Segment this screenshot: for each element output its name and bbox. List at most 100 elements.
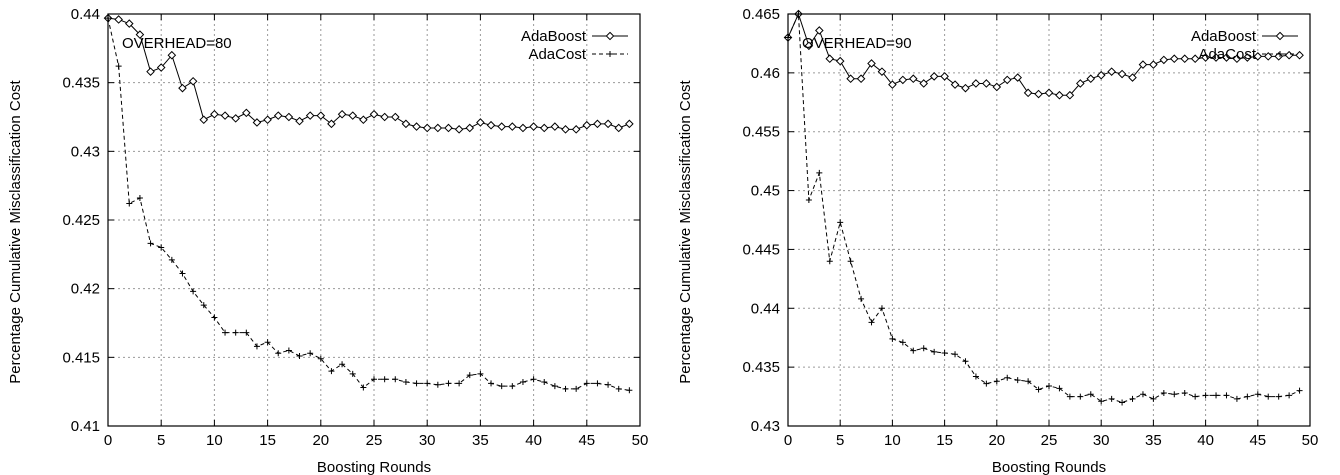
x-tick-label: 30 — [1093, 432, 1110, 449]
data-point-adaboost — [1263, 52, 1273, 61]
data-point-adacost — [1046, 382, 1052, 389]
data-point-adaboost — [908, 74, 918, 84]
data-point-adacost — [1108, 395, 1115, 402]
data-point-adaboost — [539, 123, 549, 133]
data-point-adacost — [434, 381, 441, 388]
data-point-adaboost — [348, 111, 358, 120]
data-point-adaboost — [1128, 73, 1137, 82]
y-tick-label: 0.43 — [751, 418, 780, 435]
data-point-adaboost — [273, 111, 283, 120]
data-point-adaboost — [295, 116, 304, 126]
data-point-adacost — [349, 370, 356, 377]
data-point-adacost — [402, 379, 409, 386]
data-point-adaboost — [401, 119, 411, 129]
data-point-adaboost — [1211, 53, 1221, 62]
data-point-adacost — [1223, 392, 1230, 399]
data-point-adacost — [317, 355, 324, 362]
y-tick-label: 0.42 — [71, 281, 100, 298]
data-point-adaboost — [571, 125, 581, 134]
data-point-adaboost — [444, 123, 453, 133]
x-tick-label: 40 — [1197, 432, 1214, 449]
data-point-adacost — [179, 270, 186, 277]
data-point-adacost — [1025, 378, 1032, 385]
y-tick-label: 0.45 — [751, 183, 780, 200]
axes: 0 5 10 15 20 25 30 35 40 45 50 0.41 0.415 0.42 0.425 0.… — [62, 6, 648, 449]
data-point-adacost — [126, 200, 133, 207]
data-point-adacost — [275, 350, 282, 357]
data-point-adacost — [413, 380, 420, 387]
data-point-adacost — [1119, 399, 1126, 406]
y-tick-label: 0.435 — [742, 359, 780, 376]
data-point-adacost — [1213, 392, 1220, 399]
x-tick-label: 35 — [472, 432, 489, 449]
data-point-adaboost — [422, 123, 432, 133]
y-tick-label: 0.41 — [71, 418, 100, 435]
data-point-adaboost — [305, 111, 315, 120]
data-point-adacost — [190, 288, 197, 295]
x-axis-label: Boosting Rounds — [992, 459, 1106, 475]
data-point-adacost — [285, 347, 292, 354]
data-point-adacost — [1077, 393, 1084, 400]
data-point-adaboost — [614, 123, 624, 133]
data-point-adacost — [509, 383, 516, 390]
data-point-adaboost — [550, 122, 560, 131]
legend-marker-adacost — [607, 51, 613, 57]
data-point-adacost — [115, 63, 122, 70]
data-point-adaboost — [561, 125, 570, 134]
data-point-adaboost — [1222, 53, 1231, 62]
data-point-adaboost — [1180, 54, 1190, 64]
data-point-adaboost — [167, 50, 177, 60]
data-point-adacost — [530, 376, 537, 383]
data-point-adacost — [993, 378, 1000, 385]
data-point-adacost — [551, 383, 558, 390]
data-point-adaboost — [992, 82, 1002, 92]
data-point-adaboost — [877, 67, 887, 76]
x-tick-label: 15 — [259, 432, 276, 449]
legend-label-adaboost: AdaBoost — [1191, 28, 1257, 45]
data-point-adacost — [1275, 393, 1282, 400]
data-point-adacost — [296, 352, 303, 359]
data-point-adaboost — [603, 119, 613, 129]
data-point-adaboost — [369, 109, 379, 119]
data-point-adaboost — [231, 114, 240, 123]
data-point-adacost — [1171, 391, 1178, 398]
data-point-adacost — [626, 387, 633, 394]
legend-marker-adaboost — [605, 31, 615, 41]
data-point-adaboost — [284, 112, 294, 122]
data-point-adacost — [360, 384, 367, 391]
data-point-adaboost — [210, 109, 219, 119]
data-point-adacost — [868, 319, 875, 326]
data-point-adacost — [424, 380, 431, 387]
data-point-adaboost — [486, 120, 496, 130]
series-line-adacost — [107, 18, 630, 391]
y-axis-label: Percentage Cumulative Misclassification … — [677, 79, 694, 383]
data-point-adaboost — [220, 111, 230, 120]
y-tick-label: 0.46 — [751, 65, 780, 82]
data-point-adaboost — [1295, 50, 1304, 60]
data-point-adaboost — [898, 75, 908, 85]
data-point-adacost — [466, 372, 473, 379]
data-point-adaboost — [867, 59, 876, 68]
data-point-adacost — [147, 240, 154, 247]
chart-panel-overhead-90: 0 5 10 15 20 25 30 35 40 45 50 0.43 0.435 0.44 0.445 0.… — [670, 0, 1340, 475]
data-point-adacost — [594, 380, 601, 387]
data-point-adaboost — [390, 112, 400, 122]
data-point-adaboost — [518, 123, 528, 133]
data-point-adacost — [541, 379, 548, 386]
data-point-adacost — [805, 196, 812, 203]
data-point-adacost — [498, 383, 505, 390]
data-point-adaboost — [359, 115, 368, 125]
y-tick-label: 0.425 — [62, 212, 100, 229]
data-point-adacost — [920, 345, 927, 352]
data-point-adacost — [1098, 398, 1105, 405]
y-tick-label: 0.43 — [71, 143, 100, 160]
data-point-adacost — [488, 380, 495, 387]
data-point-adaboost — [327, 119, 336, 129]
data-point-adacost — [605, 381, 612, 388]
x-tick-label: 0 — [784, 432, 792, 449]
data-point-adacost — [858, 295, 865, 302]
data-point-adacost — [1014, 377, 1021, 384]
data-point-adaboost — [888, 80, 897, 89]
data-point-adacost — [328, 368, 335, 375]
